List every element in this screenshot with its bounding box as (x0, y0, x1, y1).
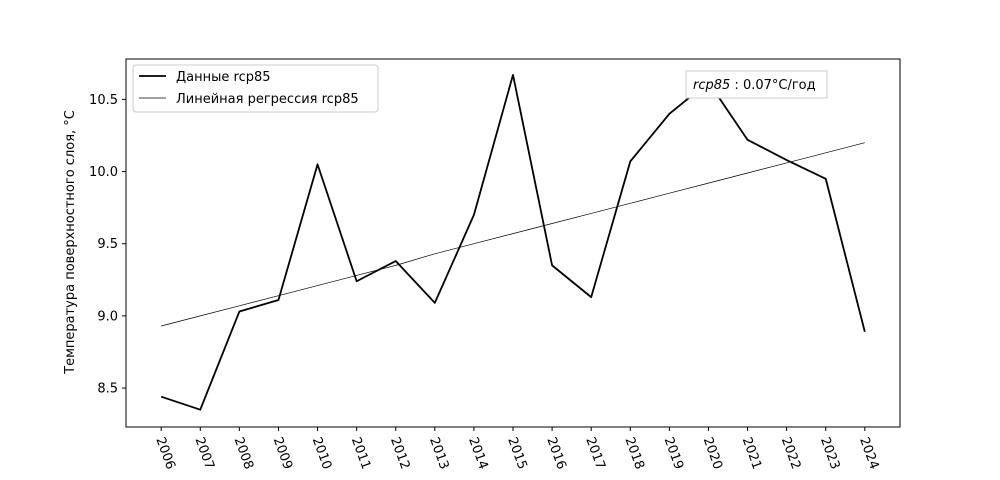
y-tick-label: 9.0 (97, 309, 118, 324)
plot-background (126, 59, 900, 427)
annotation-box (685, 70, 828, 99)
y-axis-label: Температура поверхностного слоя, °C (63, 110, 78, 375)
annotation-series-name: rcp85 (693, 78, 730, 93)
legend-label-data: Данные rcp85 (176, 70, 271, 85)
series-line-regression (161, 142, 865, 327)
series-layer (160, 73, 866, 411)
annotation-text: rcp85 : 0.07°C/год (693, 78, 816, 93)
series-line-data (160, 73, 866, 411)
y-tick-label: 8.5 (97, 382, 118, 397)
plot-area (126, 59, 900, 427)
y-tick-label: 10.0 (89, 165, 118, 180)
legend-label-regression: Линейная регрессия rcp85 (176, 92, 359, 107)
legend-box (132, 64, 379, 113)
slope-annotation: rcp85 : 0.07°C/год (685, 70, 828, 99)
y-tick-label: 10.5 (89, 93, 118, 108)
annotation-slope-value: : 0.07°C/год (730, 78, 815, 93)
legend: Данные rcp85 Линейная регрессия rcp85 (132, 64, 379, 113)
y-tick-label: 9.5 (97, 237, 118, 252)
